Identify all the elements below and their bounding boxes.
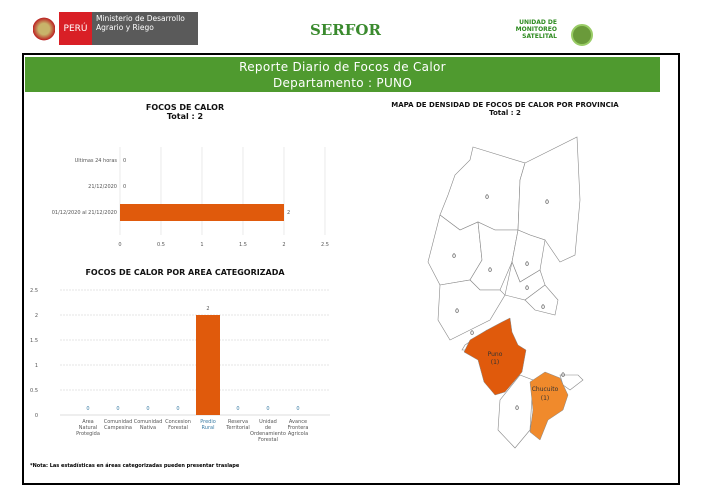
province-count-label: 0 xyxy=(525,285,529,292)
province-count-label: 0 xyxy=(541,304,545,311)
peru-logo: PERÚ xyxy=(59,12,92,45)
chart2-category-label: Unidad xyxy=(259,419,277,425)
chart2-category-label: Natural xyxy=(79,425,97,431)
chart2-category-label: Territorial xyxy=(225,425,250,431)
serfor-logo: SERFOR xyxy=(310,21,381,39)
province-count-label: 0 xyxy=(452,253,456,260)
chart1-subtitle: Total : 2 xyxy=(166,112,204,121)
chart1-category-label: 01/12/2020 al 21/12/2020 xyxy=(52,210,117,216)
province-count-label: 0 xyxy=(455,308,459,315)
chart2-category-label: Reserva xyxy=(228,419,248,425)
chart2-category-label: Frontera xyxy=(288,425,309,431)
chart2-tick-label: 1.5 xyxy=(30,338,38,344)
chart2-data-label: 0 xyxy=(86,406,89,412)
chart2-data-label: 0 xyxy=(236,406,239,412)
province-chucuito[interactable] xyxy=(529,371,569,441)
chart2-category-label: Predio xyxy=(200,419,216,425)
chart2-category-label: Forestal xyxy=(258,437,278,443)
report-department: Departamento : PUNO xyxy=(272,76,413,90)
province-puno[interactable] xyxy=(463,317,527,396)
chart2-category-label: Forestal xyxy=(168,425,188,431)
chart1-category-label: 21/12/2020 xyxy=(88,184,117,190)
province-region[interactable] xyxy=(437,279,506,341)
chart1-data-label: 2 xyxy=(287,210,290,216)
province-region[interactable] xyxy=(517,136,581,263)
chart2-category-label: Rural xyxy=(202,425,215,431)
chart2-data-label: 0 xyxy=(266,406,269,412)
puno-label: Puno xyxy=(488,351,503,358)
chart2-data-label: 0 xyxy=(146,406,149,412)
chart1-tick-label: 2.5 xyxy=(321,242,329,248)
chart1-tick-label: 0.5 xyxy=(157,242,165,248)
report-title: Reporte Diario de Focos de Calor xyxy=(239,60,446,74)
province-count-label: 0 xyxy=(515,405,519,412)
chart2-tick-label: 0 xyxy=(35,413,38,419)
report-frame xyxy=(22,53,680,485)
report-header: Reporte Diario de Focos de Calor Departa… xyxy=(25,57,660,92)
chart2-category-label: Agricola xyxy=(288,431,308,437)
province-count-label: 0 xyxy=(485,194,489,201)
chart1-bar xyxy=(120,204,284,221)
chucuito-count: (1) xyxy=(541,395,550,402)
chart2-category-label: Comunidad xyxy=(134,419,163,425)
chart2-category-label: Area xyxy=(82,419,94,425)
chart2-tick-label: 0.5 xyxy=(30,388,38,394)
footnote: *Nota: Las estadísticas en áreas categor… xyxy=(30,463,240,469)
chart2-data-label: 2 xyxy=(206,306,209,312)
chart2-tick-label: 2.5 xyxy=(30,288,38,294)
province-count-label: 0 xyxy=(561,372,565,379)
chart2-bar xyxy=(196,315,220,415)
unit-logo-text: UNIDAD DE MONITOREO SATELITAL xyxy=(515,19,557,40)
chart2-category-label: Concesion xyxy=(165,419,191,425)
chart2-title: FOCOS DE CALOR POR AREA CATEGORIZADA xyxy=(85,268,285,277)
province-count-label: 0 xyxy=(470,330,474,337)
province-region[interactable] xyxy=(524,284,559,316)
chart2-category-label: Campesina xyxy=(104,425,132,431)
ministry-logo: Ministerio de Desarrollo Agrario y Riego xyxy=(92,12,198,45)
peru-coat-of-arms-icon xyxy=(33,14,55,44)
chart2-category-label: de xyxy=(265,425,271,431)
map-title: MAPA DE DENSIDAD DE FOCOS DE CALOR POR P… xyxy=(360,101,650,117)
puno-count: (1) xyxy=(491,359,500,366)
chart2-category-label: Comunidad xyxy=(104,419,133,425)
chart1-tick-label: 1 xyxy=(200,242,203,248)
province-count-label: 0 xyxy=(488,267,492,274)
chucuito-label: Chucuito xyxy=(532,386,559,393)
chart1-category-label: Ultimas 24 horas xyxy=(75,158,118,164)
chart2-category-label: Nativa xyxy=(140,425,156,431)
chart2-data-label: 0 xyxy=(116,406,119,412)
chart1-data-label: 0 xyxy=(123,184,126,190)
chart2-category-label: Ordenamiento xyxy=(250,431,286,437)
chart1-title: FOCOS DE CALOR Total : 2 xyxy=(120,103,250,121)
chart2-tick-label: 2 xyxy=(35,313,38,319)
chart2-data-label: 0 xyxy=(296,406,299,412)
chart1-data-label: 0 xyxy=(123,158,126,164)
chart1-tick-label: 2 xyxy=(282,242,285,248)
chart2-data-label: 0 xyxy=(176,406,179,412)
chart1-title-text: FOCOS DE CALOR xyxy=(145,103,225,112)
province-count-label: 0 xyxy=(545,199,549,206)
chart1-tick-label: 0 xyxy=(118,242,121,248)
map-title-text: MAPA DE DENSIDAD DE FOCOS DE CALOR POR P… xyxy=(391,101,619,109)
chart1-tick-label: 1.5 xyxy=(239,242,247,248)
satellite-globe-icon xyxy=(571,24,593,46)
chart2-category-label: Avance xyxy=(289,419,307,425)
chart2-category-label: Protegida xyxy=(76,431,100,437)
chart2-tick-label: 1 xyxy=(35,363,38,369)
map-subtitle: Total : 2 xyxy=(489,109,521,117)
province-count-label: 0 xyxy=(525,261,529,268)
province-region[interactable] xyxy=(439,146,526,231)
